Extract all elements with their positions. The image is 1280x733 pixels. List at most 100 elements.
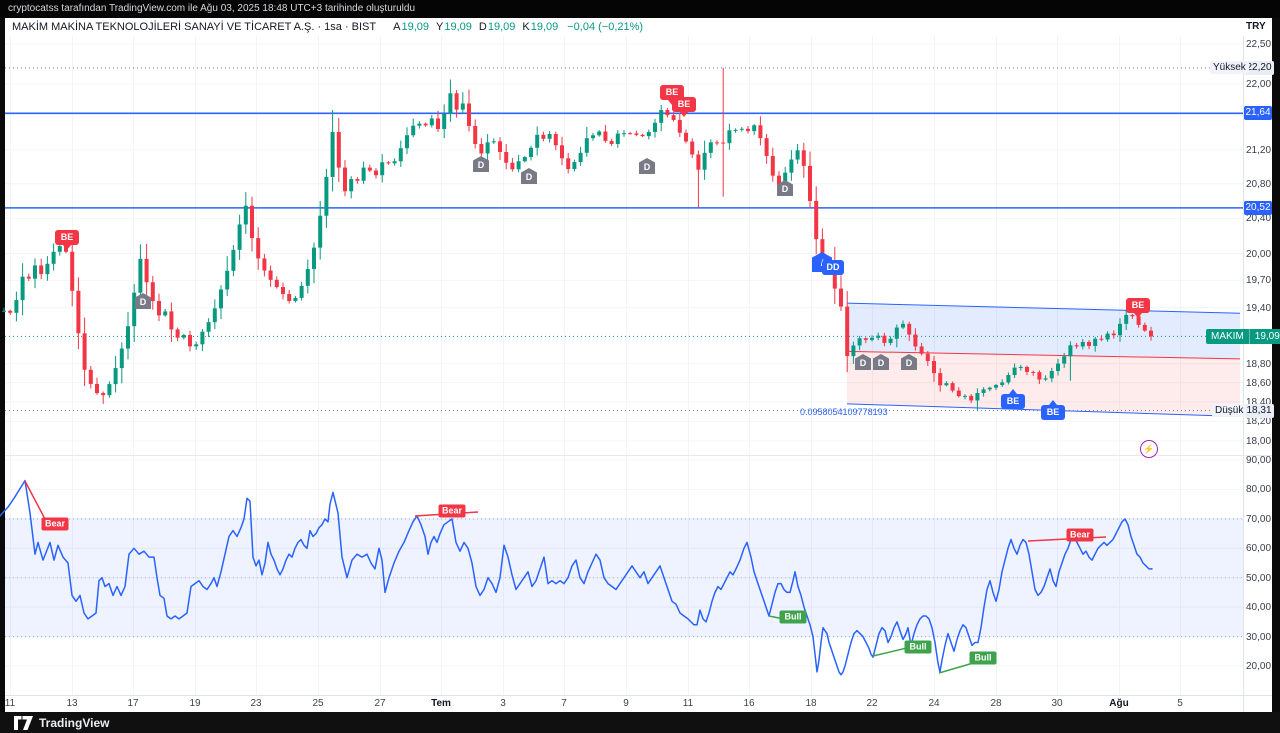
candle-body bbox=[1056, 363, 1060, 371]
high-label: Yüksek bbox=[1210, 61, 1249, 75]
last-price-badge[interactable]: MAKIM 19,09 bbox=[1206, 328, 1280, 344]
candle-body bbox=[95, 383, 99, 394]
rsi-tick-label: 50,00 bbox=[1246, 572, 1272, 584]
signal-badge-be[interactable]: BE bbox=[1126, 298, 1150, 318]
candle-body bbox=[981, 389, 986, 393]
candle-body bbox=[76, 290, 81, 334]
candle-body bbox=[1006, 375, 1011, 383]
signal-badge-be[interactable]: BE bbox=[1041, 400, 1065, 420]
candle-body bbox=[882, 335, 887, 343]
candle-body bbox=[758, 125, 763, 139]
candle-body bbox=[20, 276, 25, 301]
candle-body bbox=[876, 335, 881, 338]
candle-body bbox=[1099, 338, 1104, 340]
candle-body bbox=[299, 285, 304, 298]
candle-body bbox=[33, 265, 37, 279]
candle-body bbox=[126, 326, 130, 349]
time-tick-label: 7 bbox=[561, 698, 567, 709]
candle-body bbox=[944, 383, 949, 386]
time-tick-label: 17 bbox=[127, 698, 139, 709]
bear-label[interactable]: Bear bbox=[1066, 528, 1094, 542]
bull-label[interactable]: Bull bbox=[779, 610, 807, 624]
candle-body bbox=[442, 113, 447, 130]
high-price-value: 22,20 bbox=[1244, 60, 1274, 75]
signal-badge-d[interactable]: D bbox=[855, 354, 871, 370]
candle-body bbox=[1111, 333, 1116, 336]
candle-body bbox=[374, 170, 378, 176]
tradingview-brand[interactable]: TradingView bbox=[39, 715, 110, 730]
signal-badge-d[interactable]: D bbox=[521, 168, 537, 184]
candle-body bbox=[956, 390, 961, 397]
boost-icon[interactable]: ⚡ bbox=[1140, 440, 1158, 458]
signal-badge-be[interactable]: BE bbox=[55, 230, 79, 250]
candle-body bbox=[423, 123, 428, 126]
candle-body bbox=[547, 134, 552, 139]
candle-body bbox=[702, 152, 707, 170]
candle-body bbox=[287, 294, 292, 302]
level-price-badge[interactable]: 21,64 bbox=[1244, 106, 1272, 121]
time-tick-label: 28 bbox=[990, 698, 1002, 709]
currency-label: TRY bbox=[1246, 21, 1266, 32]
candle-body bbox=[584, 138, 589, 153]
bear-label[interactable]: Bear bbox=[41, 517, 69, 531]
symbol-title[interactable]: MAKİM MAKİNA TEKNOLOJİLERİ SANAYİ VE TİC… bbox=[12, 21, 377, 33]
ohlc-value: 19,09 bbox=[444, 21, 472, 33]
candle-body bbox=[870, 337, 874, 340]
price-tick-label: 18,00 bbox=[1246, 435, 1272, 447]
candle-body bbox=[448, 93, 453, 114]
signal-badge-d[interactable]: D bbox=[135, 293, 151, 309]
bull-label[interactable]: Bull bbox=[969, 651, 997, 665]
signal-badge-d[interactable]: D bbox=[777, 180, 793, 196]
candle-body bbox=[1105, 333, 1110, 340]
candle-body bbox=[907, 323, 912, 335]
tradingview-logo[interactable] bbox=[14, 715, 33, 730]
candle-body bbox=[336, 132, 341, 168]
signal-badge-d[interactable]: D bbox=[901, 354, 917, 370]
signal-badge-dd[interactable]: DD bbox=[822, 259, 844, 275]
low-price-value: 18,31 bbox=[1244, 403, 1274, 418]
signal-badge-d[interactable]: D bbox=[473, 156, 489, 172]
candle-body bbox=[405, 135, 409, 149]
candle-body bbox=[454, 93, 459, 110]
time-tick-label: 11 bbox=[682, 698, 694, 709]
candle-body bbox=[752, 125, 757, 132]
bear-trendline bbox=[24, 480, 47, 522]
candle-body bbox=[1043, 378, 1048, 380]
signal-badge-d[interactable]: D bbox=[639, 158, 655, 174]
price-tick-label: 18,40 bbox=[1246, 396, 1272, 408]
candle-body bbox=[969, 395, 974, 401]
candle-body bbox=[70, 251, 75, 291]
candle-body bbox=[1124, 314, 1129, 324]
candle-body bbox=[727, 130, 732, 144]
candle-body bbox=[1031, 371, 1036, 373]
candle-body bbox=[1000, 382, 1005, 386]
candle-body bbox=[163, 311, 168, 316]
bear-label[interactable]: Bear bbox=[438, 504, 466, 518]
candle-body bbox=[591, 135, 595, 139]
time-tick-label: Tem bbox=[431, 698, 451, 709]
candle-body bbox=[932, 361, 936, 374]
be-pointer-icon bbox=[63, 245, 71, 250]
signal-badge-be[interactable]: BE bbox=[1001, 389, 1025, 409]
signal-badge-be[interactable]: BE bbox=[672, 97, 696, 117]
ohlc-key: K bbox=[522, 21, 530, 33]
bull-label[interactable]: Bull bbox=[904, 640, 932, 654]
candle-body bbox=[963, 395, 967, 397]
ohlc-value: 19,09 bbox=[530, 21, 559, 33]
candle-body bbox=[237, 224, 242, 250]
candle-body bbox=[417, 123, 422, 126]
candle-body bbox=[919, 346, 924, 354]
candle-body bbox=[268, 270, 273, 280]
candle-body bbox=[485, 142, 490, 154]
price-change: −0,04 (−0,21%) bbox=[567, 21, 644, 33]
time-tick-label: 5 bbox=[1177, 698, 1183, 709]
candle-body bbox=[367, 167, 372, 171]
level-price-badge[interactable]: 20,52 bbox=[1244, 200, 1272, 215]
candle-body bbox=[1074, 345, 1079, 347]
signal-badge-d[interactable]: D bbox=[873, 354, 889, 370]
candle-body bbox=[510, 162, 515, 170]
candle-body bbox=[615, 133, 620, 145]
